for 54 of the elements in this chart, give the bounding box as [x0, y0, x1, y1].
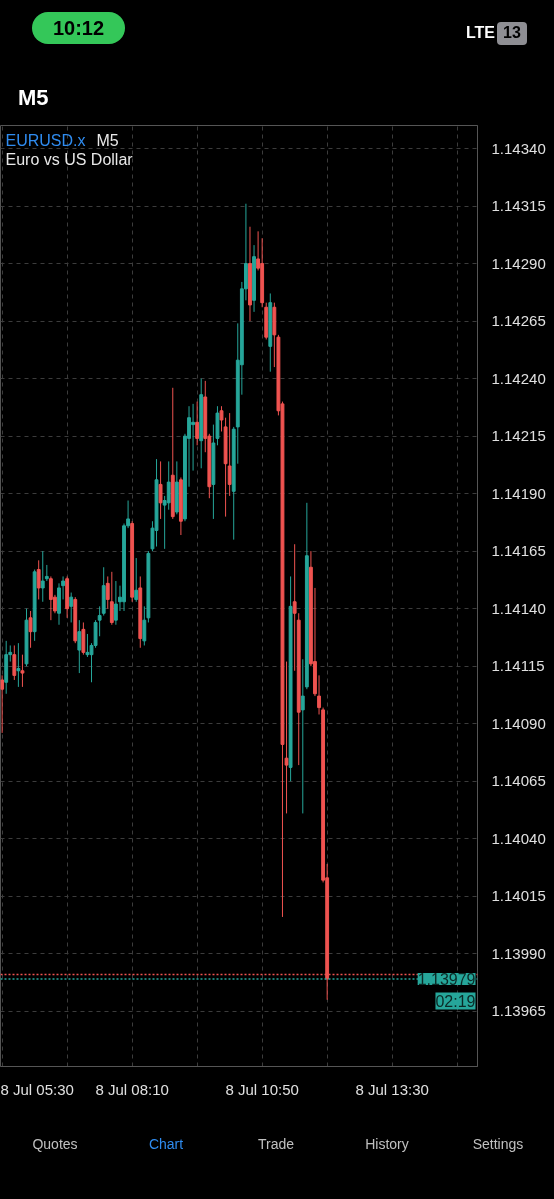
y-tick-label: 1.14115	[491, 657, 545, 675]
y-tick-label: 1.14340	[491, 139, 546, 157]
text: History	[364, 1135, 410, 1154]
text: Chart	[147, 1135, 185, 1154]
candlestick	[85, 633, 90, 658]
text: LTE	[466, 23, 496, 43]
y-tick-label: 1.14165	[491, 542, 546, 560]
candlestick	[16, 642, 21, 688]
ref-line-label: 1.13979	[417, 971, 476, 989]
y-tick-label: 1.13965	[491, 1002, 546, 1020]
y-tick-label: 1.14265	[491, 312, 546, 330]
candlestick	[134, 557, 139, 603]
y-tick-label: 1.14040	[491, 829, 546, 847]
chart-title: EURUSD.x	[5, 131, 86, 149]
y-tick-label: 1.13990	[491, 944, 546, 962]
text: Quotes	[31, 1135, 79, 1154]
text: Euro vs US Dollar	[5, 150, 134, 168]
candlestick	[40, 550, 45, 603]
text: 10:12	[32, 12, 125, 44]
y-tick-label: 1.14015	[491, 887, 546, 905]
annotation: 02:19	[435, 992, 476, 1010]
x-tick-label: 8 Jul 13:30	[355, 1080, 429, 1098]
y-tick-label: 1.14215	[491, 427, 546, 445]
candlestick	[48, 575, 53, 621]
candlestick	[69, 592, 74, 623]
x-tick-label: 8 Jul 05:30	[0, 1080, 74, 1098]
candlestick	[113, 580, 118, 626]
candlestick	[300, 658, 305, 814]
y-tick-label: 1.14240	[491, 369, 546, 387]
candlestick	[36, 559, 41, 600]
candlestick	[166, 460, 171, 511]
y-tick-label: 1.14290	[491, 254, 546, 272]
text: 13	[497, 22, 527, 45]
y-tick-label: 1.14190	[491, 484, 546, 502]
text: Settings	[471, 1135, 525, 1154]
candlestick	[191, 403, 196, 472]
candlestick	[195, 401, 200, 446]
text: M5	[18, 84, 49, 112]
y-tick-label: 1.14140	[491, 599, 546, 617]
y-tick-label: 1.14065	[491, 772, 546, 790]
candlestick	[227, 412, 232, 497]
x-tick-label: 8 Jul 08:10	[95, 1080, 169, 1098]
x-tick-label: 8 Jul 10:50	[225, 1080, 299, 1098]
candlestick	[292, 543, 297, 672]
annotation: M5	[96, 131, 119, 149]
candlestick	[12, 644, 17, 681]
candlestick	[0, 674, 5, 734]
candlestick	[158, 460, 163, 520]
candlestick	[109, 571, 114, 626]
candlestick	[28, 610, 33, 649]
y-tick-label: 1.14315	[491, 197, 546, 215]
y-tick-label: 1.14090	[491, 714, 546, 732]
candlestick	[20, 654, 25, 688]
text: Trade	[256, 1135, 296, 1154]
